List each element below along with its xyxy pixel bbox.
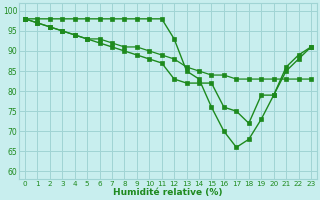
- X-axis label: Humidité relative (%): Humidité relative (%): [113, 188, 223, 197]
